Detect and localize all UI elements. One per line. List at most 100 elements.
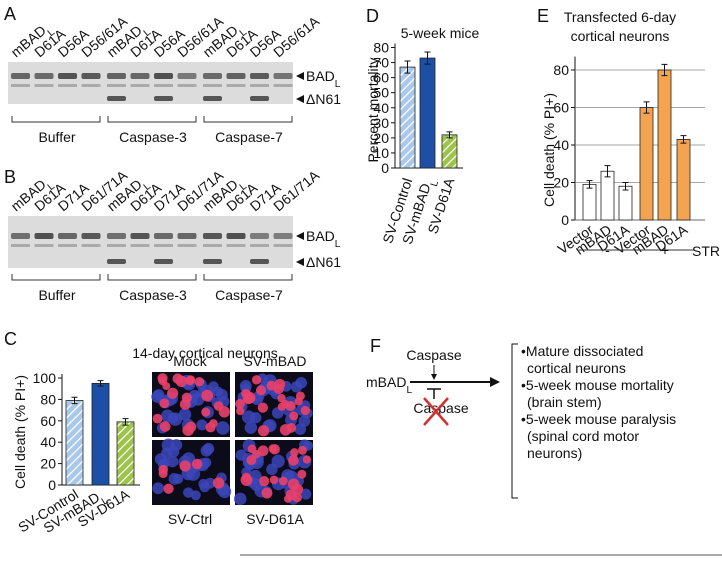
band-faint: [273, 244, 293, 247]
band-label: ΔN61: [306, 254, 341, 270]
bracket: [11, 116, 101, 123]
error-bar: [122, 418, 129, 426]
cross: [423, 397, 449, 426]
error-bar: [586, 180, 593, 189]
chart-title: Transfected 6-day: [564, 9, 676, 25]
band: [250, 96, 269, 101]
group-label: -: [605, 242, 610, 258]
y-axis-label: Percent mortality: [365, 57, 381, 162]
band: [203, 233, 222, 239]
dead-cell: [158, 469, 168, 479]
bar: [399, 66, 416, 169]
band-faint: [226, 84, 246, 87]
arrow-head: [490, 377, 500, 387]
band-arrow: [296, 232, 304, 240]
y-tick-label: 70: [373, 55, 389, 71]
bar: [618, 185, 633, 221]
x-tick-label-sub: L: [99, 495, 110, 508]
lane-label-sub: L: [237, 180, 249, 192]
dead-cell: [273, 383, 284, 395]
band-faint: [250, 244, 269, 247]
outcome-text: (spinal cord motor: [527, 428, 639, 444]
dead-cell: [290, 448, 299, 457]
band-label: BADL: [306, 228, 341, 250]
bracket: [511, 343, 518, 499]
y-tick-label: 30: [373, 115, 389, 131]
error-bar: [71, 396, 78, 405]
group-axis-label: STR: [692, 243, 720, 259]
dead-cell: [212, 477, 225, 489]
band-faint: [226, 244, 246, 247]
dead-cell: [257, 402, 268, 413]
group-label: Caspase-7: [215, 129, 283, 145]
outcome-text: •Mature dissociated: [521, 343, 643, 359]
nucleus: [151, 390, 164, 403]
band: [107, 96, 126, 101]
dead-cell: [257, 445, 269, 457]
band-faint: [203, 84, 222, 87]
dead-cell: [302, 455, 312, 464]
dead-cell: [185, 375, 195, 386]
band: [203, 259, 222, 264]
bar: [116, 421, 135, 486]
group-label: Caspase-3: [119, 129, 187, 145]
nucleus: [295, 376, 308, 389]
nucleus: [208, 381, 219, 392]
band: [11, 233, 30, 239]
dead-cell: [159, 421, 171, 432]
dead-cell: [257, 425, 270, 437]
lane-label-sub: L: [237, 26, 249, 38]
image-label: SV-D61A: [246, 511, 304, 527]
panel-letter: E: [537, 6, 549, 26]
nucleus: [300, 488, 312, 500]
y-tick-label: 80: [40, 391, 56, 407]
bar: [657, 69, 672, 221]
dead-cell: [152, 413, 163, 424]
bar: [441, 134, 458, 169]
band-label: BADL: [306, 68, 341, 90]
error-bar: [622, 181, 629, 191]
band-label-sub: L: [335, 79, 341, 90]
outcome-text: •5-week mouse mortality: [521, 377, 674, 393]
band-faint: [34, 84, 54, 87]
band: [130, 73, 150, 79]
bracket: [203, 274, 293, 281]
panel-letter: A: [4, 4, 16, 24]
band-faint: [154, 84, 173, 87]
band-arrow: [296, 72, 304, 80]
band-faint: [154, 244, 173, 247]
y-tick-label: 80: [553, 62, 569, 78]
dead-cell: [236, 406, 245, 416]
source-label-main: mBAD: [366, 374, 406, 390]
lane-label-sub: L: [45, 180, 57, 192]
gel: [8, 216, 293, 268]
y-tick-label: 20: [553, 174, 569, 190]
bracket: [11, 274, 101, 281]
band-faint: [177, 244, 197, 247]
dead-cell: [291, 483, 304, 496]
dead-cell: [289, 411, 299, 421]
dead-cell: [167, 387, 179, 399]
outcome-text: (brain stem): [527, 394, 602, 410]
band: [226, 73, 246, 79]
activator-label: Caspase: [406, 347, 461, 363]
arrow-head: [431, 374, 437, 380]
group-label: Buffer: [38, 287, 75, 303]
dead-cell: [300, 405, 311, 416]
panel-letter: D: [366, 6, 379, 26]
band-arrow: [296, 95, 304, 103]
y-tick-label: 60: [553, 99, 569, 115]
band: [250, 259, 269, 264]
chart-title: 14-day cortical neurons: [132, 345, 278, 361]
nucleus: [166, 455, 179, 468]
band: [154, 259, 173, 264]
bar: [639, 107, 654, 221]
band-faint: [130, 84, 150, 87]
y-tick-label: 40: [553, 137, 569, 153]
lane-label-sub: L: [141, 26, 153, 38]
band-faint: [11, 84, 30, 87]
dead-cell: [279, 424, 292, 436]
bar: [419, 57, 436, 169]
band: [107, 259, 126, 264]
